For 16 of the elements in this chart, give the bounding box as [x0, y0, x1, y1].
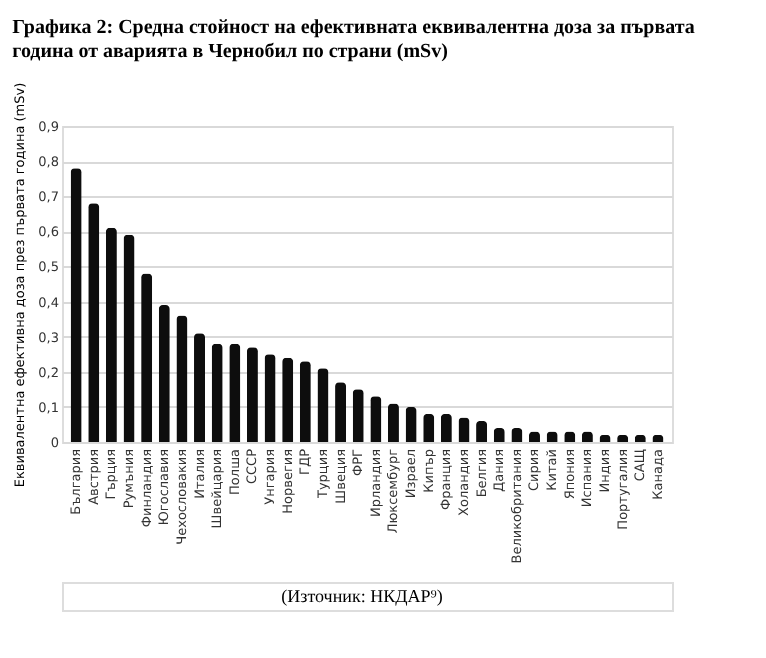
bar — [282, 357, 294, 442]
bar — [264, 354, 276, 442]
bar — [211, 343, 223, 442]
bar — [176, 315, 188, 442]
bar — [299, 361, 311, 442]
bar — [141, 273, 153, 442]
chart-title: Графика 2: Средна стойност на ефективната еквивалентна доза за първата година от аварията в Чернобил по страни (mSv) — [12, 16, 695, 63]
bar — [105, 227, 117, 442]
bar — [70, 168, 82, 442]
bar — [158, 305, 170, 442]
bar — [88, 203, 100, 442]
bar — [123, 234, 135, 442]
bar — [246, 347, 258, 442]
text: (Източник: НКДАР⁹) — [281, 586, 443, 606]
bar — [229, 343, 241, 442]
bar — [194, 333, 206, 442]
